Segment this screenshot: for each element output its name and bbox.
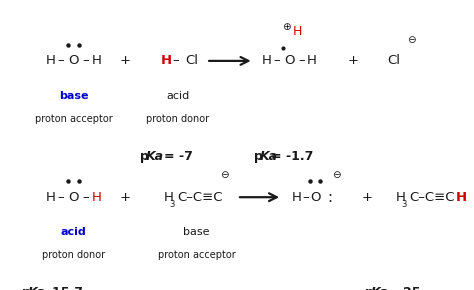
Text: p: p xyxy=(254,150,263,163)
Text: Ka: Ka xyxy=(260,150,278,163)
Text: base: base xyxy=(183,227,210,237)
Text: = 15.7: = 15.7 xyxy=(37,287,83,290)
Text: proton donor: proton donor xyxy=(146,114,210,124)
Text: O: O xyxy=(310,191,320,204)
Text: –: – xyxy=(58,191,64,204)
Text: proton acceptor: proton acceptor xyxy=(35,114,112,124)
Text: +: + xyxy=(347,55,359,67)
Text: O: O xyxy=(68,191,79,204)
Text: :: : xyxy=(327,190,332,205)
Text: p: p xyxy=(140,150,149,163)
Text: Ka: Ka xyxy=(371,287,389,290)
Text: proton acceptor: proton acceptor xyxy=(158,250,236,260)
Text: ⊖: ⊖ xyxy=(220,170,228,180)
Text: 3: 3 xyxy=(169,200,174,209)
Text: H: H xyxy=(164,191,173,204)
Text: = 25: = 25 xyxy=(388,287,420,290)
Text: –: – xyxy=(82,191,89,204)
Text: H: H xyxy=(292,191,301,204)
Text: Ka: Ka xyxy=(27,287,46,290)
Text: H: H xyxy=(160,55,172,67)
Text: Ka: Ka xyxy=(146,150,164,163)
Text: acid: acid xyxy=(166,91,190,101)
Text: acid: acid xyxy=(61,227,86,237)
Text: Cl: Cl xyxy=(185,55,199,67)
Text: H: H xyxy=(91,191,101,204)
Text: H: H xyxy=(307,55,317,67)
Text: –: – xyxy=(298,55,305,67)
Text: +: + xyxy=(120,191,131,204)
Text: H: H xyxy=(456,191,466,204)
Text: = -7: = -7 xyxy=(164,150,193,163)
Text: C–C≡C: C–C≡C xyxy=(409,191,455,204)
Text: H: H xyxy=(293,26,302,38)
Text: H: H xyxy=(46,191,55,204)
Text: ⊕: ⊕ xyxy=(283,22,291,32)
Text: H: H xyxy=(91,55,101,67)
Text: ⊖: ⊖ xyxy=(407,35,416,45)
Text: –: – xyxy=(273,55,280,67)
Text: Cl: Cl xyxy=(387,55,400,67)
Text: –: – xyxy=(58,55,64,67)
Text: H: H xyxy=(46,55,55,67)
Text: 3: 3 xyxy=(401,200,407,209)
Text: –: – xyxy=(82,55,89,67)
Text: H: H xyxy=(396,191,406,204)
Text: +: + xyxy=(120,55,131,67)
Text: H: H xyxy=(262,55,271,67)
Text: –: – xyxy=(172,55,179,67)
Text: –: – xyxy=(302,191,309,204)
Text: = -1.7: = -1.7 xyxy=(271,150,314,163)
Text: O: O xyxy=(284,55,294,67)
Text: +: + xyxy=(362,191,373,204)
Text: p: p xyxy=(22,287,30,290)
Text: O: O xyxy=(68,55,79,67)
Text: p: p xyxy=(365,287,374,290)
Text: base: base xyxy=(59,91,88,101)
Text: ⊖: ⊖ xyxy=(332,170,341,180)
Text: proton donor: proton donor xyxy=(42,250,105,260)
Text: C–C≡C: C–C≡C xyxy=(177,191,222,204)
